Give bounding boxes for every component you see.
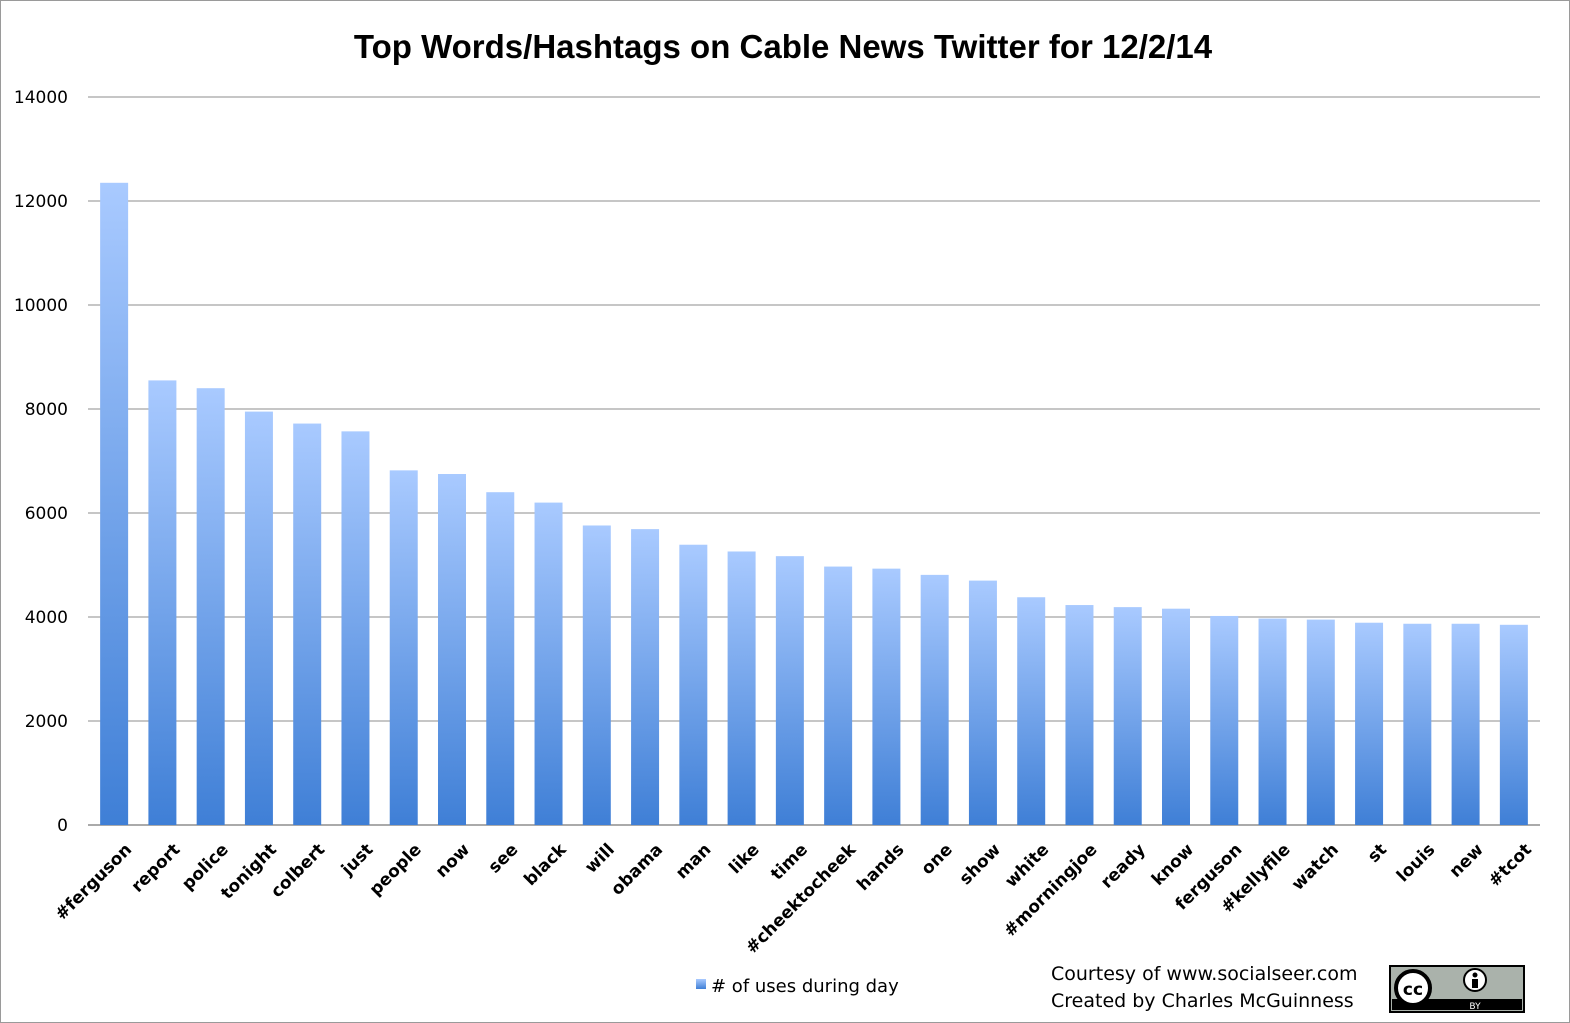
y-tick-label: 8000: [25, 400, 68, 420]
bar-just: [341, 431, 370, 825]
bar-ready: [1113, 607, 1142, 825]
x-tick-label: report: [128, 840, 185, 897]
footer-credits: Courtesy of www.socialseer.com Created b…: [1051, 963, 1357, 1012]
bar-man: [679, 544, 708, 825]
x-tick-label: obama: [607, 840, 667, 900]
by-text: BY: [1469, 1002, 1481, 1012]
x-tick-label: will: [581, 840, 619, 878]
bar-see: [486, 492, 515, 825]
bars: [100, 182, 1528, 826]
x-tick-label: st: [1364, 840, 1391, 867]
bar-hashtag-ferguson: [100, 182, 129, 826]
bar-will: [582, 525, 611, 825]
y-tick-label: 14000: [14, 88, 68, 108]
x-tick-label: one: [918, 840, 957, 879]
chart-title: Top Words/Hashtags on Cable News Twitter…: [354, 28, 1213, 65]
bar-watch: [1306, 619, 1335, 825]
x-tick-label: colbert: [267, 840, 329, 902]
legend-swatch: [696, 979, 706, 989]
x-tick-label: just: [337, 840, 377, 880]
x-tick-label: see: [485, 840, 523, 878]
bar-know: [1162, 608, 1190, 825]
x-tick-label: people: [366, 840, 426, 900]
x-tick-label: black: [520, 839, 571, 890]
y-tick-label: 10000: [14, 296, 68, 316]
bar-one: [920, 574, 949, 825]
y-tick-label: 2000: [25, 712, 68, 732]
bar-louis: [1403, 623, 1432, 825]
legend: # of uses during day: [696, 976, 899, 997]
cc-logo-text: cc: [1403, 980, 1423, 1000]
bar-colbert: [293, 423, 322, 825]
bar-report: [148, 380, 177, 825]
bar-obama: [631, 529, 660, 825]
bar-now: [438, 474, 466, 825]
bar-hashtag-morningjoe: [1065, 605, 1094, 825]
x-tick-label: new: [1446, 840, 1488, 882]
y-axis-tick-labels: 0 2000 4000 6000 8000 10000 12000 14000: [14, 88, 68, 836]
bar-hands: [872, 568, 901, 825]
bar-time: [775, 556, 804, 825]
y-tick-label: 12000: [14, 192, 68, 212]
y-tick-label: 0: [57, 816, 68, 836]
bar-police: [196, 388, 225, 825]
courtesy-text: Courtesy of www.socialseer.com: [1051, 963, 1357, 985]
x-tick-label: man: [672, 840, 715, 883]
x-tick-label: #ferguson: [51, 840, 136, 925]
gridlines: [88, 96, 1540, 826]
bar-ferguson: [1210, 615, 1239, 825]
bar-hashtag-cheektocheek: [824, 566, 853, 825]
bar-hashtag-kellyfile: [1258, 618, 1287, 825]
x-tick-label: show: [956, 840, 1005, 889]
x-tick-label: watch: [1288, 840, 1343, 895]
bar-like: [727, 551, 756, 825]
legend-label: # of uses during day: [711, 976, 899, 997]
bar-st: [1355, 622, 1384, 825]
bar-people: [389, 470, 418, 825]
bar-white: [1017, 597, 1046, 825]
x-tick-label: like: [725, 840, 763, 878]
bar-hashtag-tcot: [1499, 624, 1528, 825]
x-tick-label: time: [767, 840, 812, 885]
created-by-text: Created by Charles McGuinness: [1051, 990, 1354, 1012]
x-tick-label: hands: [853, 840, 908, 895]
y-tick-label: 6000: [25, 504, 68, 524]
bar-black: [534, 502, 563, 825]
bar-new: [1451, 623, 1480, 825]
bar-show: [968, 580, 997, 825]
x-tick-label: now: [432, 840, 474, 882]
creative-commons-by-icon: cc BY: [1389, 965, 1525, 1013]
x-tick-label: #tcot: [1485, 840, 1536, 891]
x-tick-label: louis: [1393, 840, 1439, 886]
y-tick-label: 4000: [25, 608, 68, 628]
bar-tonight: [244, 411, 273, 825]
x-tick-label: ready: [1097, 840, 1150, 893]
